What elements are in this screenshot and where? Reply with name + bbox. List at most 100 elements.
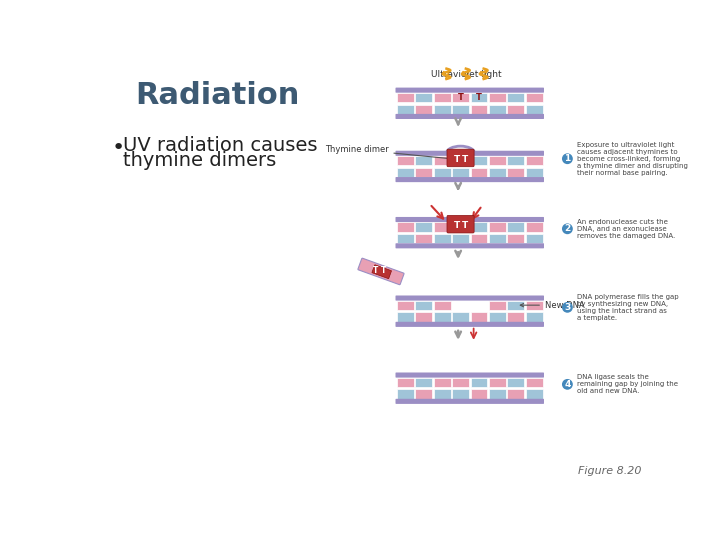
Bar: [471, 313, 487, 322]
Bar: [508, 313, 524, 322]
Text: 3: 3: [564, 303, 570, 312]
Bar: [433, 301, 451, 310]
Bar: [415, 234, 432, 244]
FancyBboxPatch shape: [395, 217, 544, 222]
Text: Figure 8.20: Figure 8.20: [578, 466, 642, 476]
Bar: [526, 377, 543, 387]
Bar: [452, 105, 469, 114]
Bar: [433, 389, 451, 399]
Bar: [471, 377, 487, 387]
Text: Exposure to ultraviolet light
causes adjacent thymines to
become cross-linked, f: Exposure to ultraviolet light causes adj…: [577, 141, 688, 176]
Text: DNA polymerase fills the gap
by synthesizing new DNA,
using the intact strand as: DNA polymerase fills the gap by synthesi…: [577, 294, 678, 321]
Bar: [433, 168, 451, 177]
Bar: [397, 234, 414, 244]
Bar: [397, 168, 414, 177]
Bar: [471, 93, 487, 102]
Bar: [471, 222, 487, 232]
Text: New DNA: New DNA: [521, 301, 585, 309]
Text: T: T: [454, 155, 460, 164]
Bar: [526, 105, 543, 114]
Bar: [452, 93, 469, 102]
Bar: [526, 156, 543, 165]
Bar: [397, 105, 414, 114]
Bar: [397, 93, 414, 102]
Bar: [415, 389, 432, 399]
Text: T: T: [476, 93, 482, 102]
Bar: [397, 389, 414, 399]
Bar: [452, 389, 469, 399]
Bar: [433, 313, 451, 322]
Bar: [508, 301, 524, 310]
Bar: [452, 234, 469, 244]
Bar: [526, 168, 543, 177]
Bar: [433, 377, 451, 387]
Text: T: T: [458, 93, 464, 102]
Text: T T: T T: [373, 266, 387, 275]
Bar: [508, 105, 524, 114]
Circle shape: [562, 302, 573, 313]
Text: 1: 1: [564, 154, 570, 163]
Bar: [452, 377, 469, 387]
Text: Radiation: Radiation: [135, 81, 300, 110]
FancyBboxPatch shape: [395, 87, 544, 93]
Bar: [471, 389, 487, 399]
Bar: [471, 168, 487, 177]
Bar: [433, 234, 451, 244]
Bar: [415, 301, 432, 310]
Text: T: T: [462, 155, 468, 164]
Text: 4: 4: [564, 380, 570, 389]
Bar: [415, 93, 432, 102]
Bar: [415, 168, 432, 177]
Bar: [489, 389, 505, 399]
FancyBboxPatch shape: [395, 177, 544, 182]
Bar: [415, 313, 432, 322]
Bar: [471, 105, 487, 114]
Bar: [489, 313, 505, 322]
Bar: [526, 313, 543, 322]
Bar: [397, 156, 414, 165]
Circle shape: [562, 224, 573, 234]
Bar: [489, 301, 505, 310]
Text: UV radiation causes: UV radiation causes: [122, 137, 317, 156]
Bar: [452, 222, 469, 232]
Text: thymine dimers: thymine dimers: [122, 151, 276, 170]
Bar: [452, 313, 469, 322]
FancyBboxPatch shape: [372, 265, 392, 279]
Bar: [489, 168, 505, 177]
Bar: [433, 93, 451, 102]
FancyBboxPatch shape: [358, 258, 404, 285]
Bar: [397, 377, 414, 387]
Bar: [526, 301, 543, 310]
Bar: [489, 105, 505, 114]
Bar: [471, 234, 487, 244]
Bar: [433, 222, 451, 232]
Bar: [433, 105, 451, 114]
Bar: [415, 156, 432, 165]
FancyBboxPatch shape: [395, 322, 544, 327]
Text: T: T: [454, 221, 460, 230]
Bar: [526, 222, 543, 232]
Text: DNA ligase seals the
remaining gap by joining the
old and new DNA.: DNA ligase seals the remaining gap by jo…: [577, 374, 678, 394]
Bar: [415, 222, 432, 232]
Bar: [397, 313, 414, 322]
Bar: [508, 168, 524, 177]
Bar: [397, 222, 414, 232]
Text: Thymine dimer: Thymine dimer: [325, 145, 450, 159]
Bar: [489, 93, 505, 102]
FancyBboxPatch shape: [447, 149, 474, 167]
Bar: [415, 377, 432, 387]
FancyBboxPatch shape: [395, 295, 544, 301]
Bar: [433, 156, 451, 165]
FancyBboxPatch shape: [395, 151, 544, 156]
Text: An endonuclease cuts the
DNA, and an exonuclease
removes the damaged DNA.: An endonuclease cuts the DNA, and an exo…: [577, 219, 675, 239]
FancyBboxPatch shape: [395, 373, 544, 377]
Bar: [471, 156, 487, 165]
Text: T: T: [462, 221, 468, 230]
Bar: [489, 156, 505, 165]
Circle shape: [562, 153, 573, 164]
Bar: [452, 156, 469, 165]
Bar: [397, 301, 414, 310]
Bar: [508, 389, 524, 399]
Bar: [526, 234, 543, 244]
FancyBboxPatch shape: [447, 215, 474, 233]
